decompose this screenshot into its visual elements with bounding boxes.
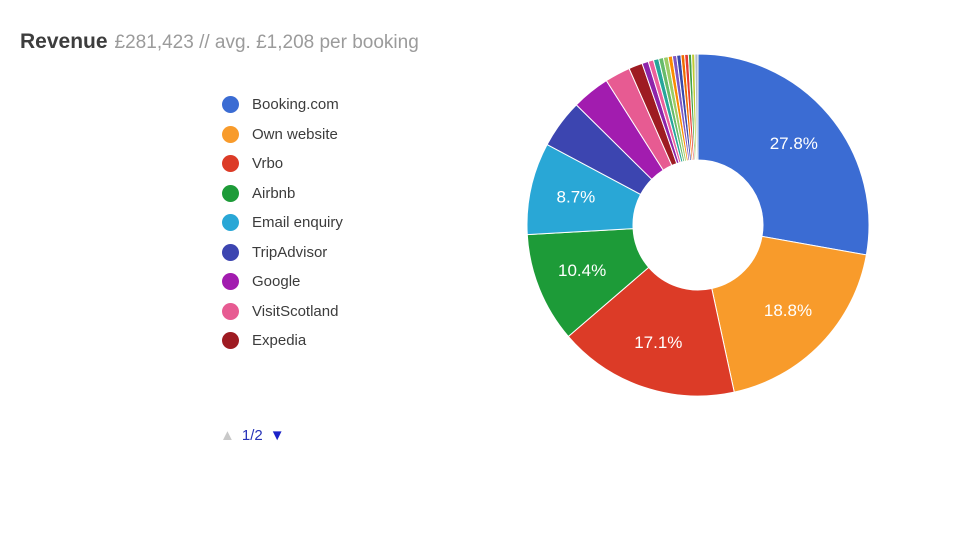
legend-color-dot (222, 155, 239, 173)
donut-chart-svg[interactable]: 27.8% 18.8% 17.1% 10.4% 8.7% (525, 52, 871, 398)
legend-color-dot (222, 302, 239, 320)
legend-color-dot (222, 243, 239, 261)
legend-item-vrbo: Vrbo (222, 149, 343, 179)
legend-item-booking-com: Booking.com (222, 90, 343, 120)
slice-percent-label: 10.4% (558, 261, 606, 280)
page-header: Revenue £281,423 // avg. £1,208 per booki… (20, 30, 419, 54)
legend-color-dot (222, 125, 239, 143)
legend-page-down-icon[interactable]: ▼ (269, 427, 285, 444)
revenue-donut-chart[interactable]: 27.8% 18.8% 17.1% 10.4% 8.7% (525, 52, 871, 398)
legend-item-expedia: Expedia (222, 326, 343, 356)
legend-item-label: Booking.com (252, 96, 339, 114)
legend-color-dot (222, 96, 239, 114)
pie-slice-vrbo[interactable] (567, 266, 735, 397)
legend-color-dot (222, 332, 239, 350)
legend-item-google: Google (222, 267, 343, 297)
legend-color-dot (222, 214, 239, 232)
legend-item-visitscotland: VisitScotland (222, 297, 343, 327)
pie-slice-own-website[interactable] (711, 235, 867, 393)
page-title: Revenue (20, 30, 108, 53)
legend-item-label: Google (252, 273, 301, 291)
chart-legend: Booking.com Own website Vrbo Airbnb Email en… (222, 90, 343, 356)
pie-slice-unlabeled-21[interactable] (694, 53, 699, 161)
legend-item-label: VisitScotland (252, 302, 339, 320)
legend-item-label: TripAdvisor (252, 243, 328, 261)
legend-item-label: Email enquiry (252, 214, 343, 232)
slice-percent-label: 27.8% (770, 134, 818, 153)
legend-item-own-website: Own website (222, 120, 343, 150)
legend-color-dot (222, 273, 239, 291)
slice-percent-label: 17.1% (634, 333, 682, 352)
legend-color-dot (222, 184, 239, 202)
legend-item-label: Expedia (252, 332, 307, 350)
pie-slice-booking-com[interactable] (697, 53, 870, 256)
legend-page-up-icon[interactable]: ▲ (220, 427, 235, 444)
legend-item-label: Own website (252, 125, 338, 143)
legend-item-tripadvisor: TripAdvisor (222, 238, 343, 268)
legend-item-label: Vrbo (252, 155, 284, 173)
page-subtitle: £281,423 // avg. £1,208 per booking (114, 32, 419, 53)
legend-item-email-enquiry: Email enquiry (222, 208, 343, 238)
legend-pagination: ▲ 1/2 ▼ (220, 427, 285, 444)
legend-item-airbnb: Airbnb (222, 179, 343, 209)
legend-page-indicator: 1/2 (241, 427, 263, 444)
slice-percent-label: 18.8% (764, 301, 812, 320)
legend-item-label: Airbnb (252, 184, 296, 202)
slice-percent-label: 8.7% (557, 188, 596, 207)
